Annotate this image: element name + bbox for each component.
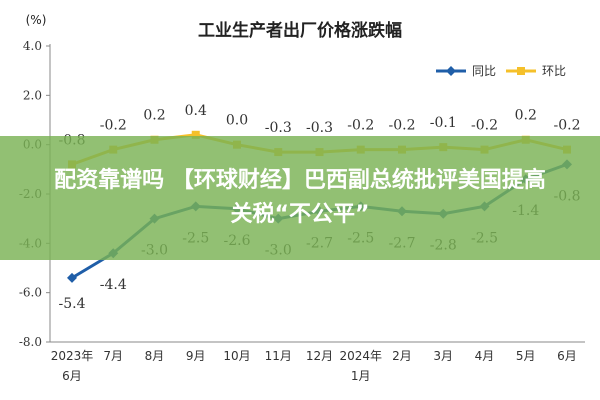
news-banner[interactable]: 配资靠谱吗 【环球财经】巴西副总统批评美国提高 关税“不公平”	[0, 136, 600, 260]
data-point	[67, 272, 77, 283]
data-label: -0.2	[347, 118, 374, 134]
legend-marker	[517, 67, 525, 75]
chart-title: 工业生产者出厂价格涨跌幅	[198, 20, 402, 41]
y-tick-label: -6.0	[19, 286, 42, 300]
x-tick-label: 2024年 1月	[339, 349, 382, 383]
data-label: -0.3	[306, 120, 333, 136]
banner-text-line1[interactable]: 配资靠谱吗 【环球财经】巴西副总统批评美国提高	[54, 168, 546, 193]
legend-label: 环比	[542, 64, 566, 78]
x-tick-label: 5月	[516, 349, 536, 363]
data-point	[191, 130, 200, 139]
x-tick-label: 3月	[433, 349, 453, 363]
legend: 同比 环比	[436, 64, 566, 78]
data-label: 0.2	[515, 108, 537, 124]
y-axis-unit: (%)	[26, 13, 47, 27]
data-label: -4.4	[100, 277, 127, 293]
data-label: -0.2	[389, 118, 416, 134]
data-label: -0.2	[100, 118, 127, 134]
legend-label: 同比	[472, 64, 496, 78]
x-tick-label: 6月	[557, 349, 577, 363]
x-tick-label: 11月	[265, 349, 292, 363]
y-tick-label: -8.0	[19, 335, 42, 349]
data-label: 0.4	[185, 103, 207, 119]
x-tick-label: 10月	[223, 349, 250, 363]
x-tick-label: 9月	[186, 349, 206, 363]
data-label: 0.2	[143, 108, 165, 124]
x-tick-label: 8月	[145, 349, 165, 363]
data-label: -5.4	[59, 296, 86, 312]
legend-marker	[446, 66, 456, 76]
data-label: 0.0	[226, 113, 248, 129]
x-tick-label: 2023年 6月	[51, 349, 94, 383]
banner-text-line2[interactable]: 关税“不公平”	[230, 202, 370, 227]
data-label: -0.3	[265, 120, 292, 136]
data-label: -0.2	[471, 118, 498, 134]
y-tick-label: 4.0	[23, 39, 42, 53]
data-label: -0.1	[430, 115, 457, 131]
y-tick-label: 2.0	[23, 88, 42, 102]
x-tick-label: 4月	[475, 349, 495, 363]
x-tick-label: 7月	[103, 349, 123, 363]
x-tick-label: 12月	[306, 349, 333, 363]
x-ticks: 2023年 6月 7月 8月 9月 10月 11月 12月 2024年 1月 2月 3月 4月 5月 6月	[51, 349, 577, 383]
data-label: -0.2	[554, 118, 581, 134]
x-tick-label: 2月	[392, 349, 412, 363]
